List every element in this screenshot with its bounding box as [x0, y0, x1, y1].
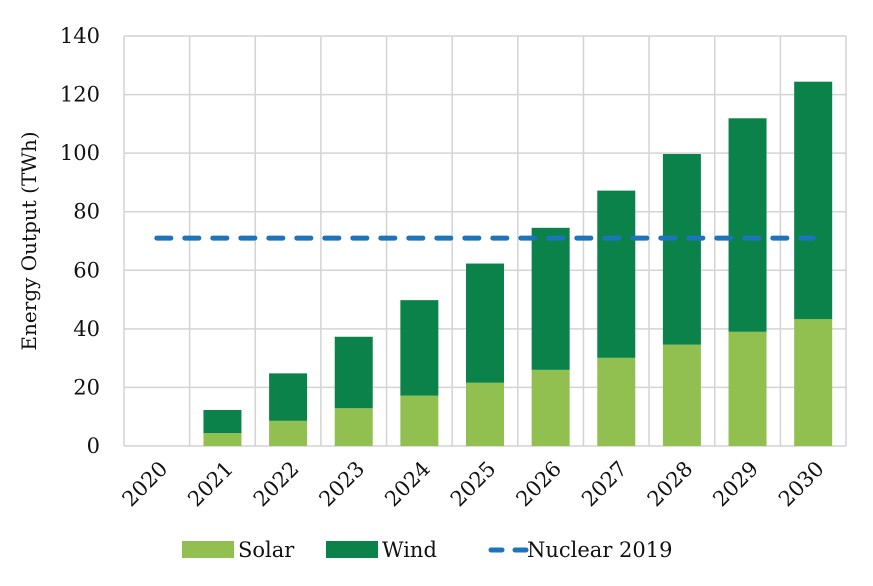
- y-tick-label: 40: [73, 317, 100, 341]
- legend-label-solar: Solar: [238, 538, 295, 562]
- bar-wind-2028: [662, 154, 701, 345]
- y-tick-label: 80: [73, 200, 100, 224]
- x-tick-label: 2027: [577, 457, 632, 512]
- y-tick-label: 140: [60, 24, 100, 48]
- legend-swatch-wind: [326, 541, 378, 558]
- x-tick-label: 2022: [249, 457, 304, 512]
- bars: [203, 81, 833, 446]
- legend-label-nuclear: Nuclear 2019: [527, 538, 672, 562]
- bar-solar-2030: [794, 319, 833, 446]
- bar-solar-2026: [531, 369, 570, 446]
- bar-wind-2029: [728, 118, 767, 332]
- x-tick-label: 2020: [118, 457, 173, 512]
- legend: Solar Wind Nuclear 2019: [182, 538, 672, 562]
- x-tick-label: 2025: [446, 457, 501, 512]
- y-tick-label: 120: [60, 83, 100, 107]
- y-tick-label: 100: [60, 141, 100, 165]
- y-tick-label: 20: [73, 375, 100, 399]
- bar-solar-2022: [269, 420, 308, 446]
- x-tick-label: 2021: [183, 457, 238, 512]
- bar-wind-2027: [597, 190, 636, 358]
- bar-solar-2023: [334, 408, 373, 446]
- bar-wind-2024: [400, 300, 439, 396]
- bar-wind-2026: [531, 227, 570, 370]
- gridlines: [123, 35, 847, 447]
- y-axis-title: Energy Output (TWh): [17, 131, 41, 350]
- legend-swatch-solar: [182, 541, 234, 558]
- x-tick-label: 2030: [774, 457, 829, 512]
- bar-wind-2021: [203, 409, 242, 434]
- x-tick-label: 2029: [708, 457, 763, 512]
- bar-solar-2024: [400, 395, 439, 446]
- bar-wind-2023: [334, 336, 373, 409]
- bar-solar-2029: [728, 331, 767, 446]
- x-tick-label: 2028: [643, 457, 698, 512]
- x-tick-label: 2026: [511, 457, 566, 512]
- bar-solar-2021: [203, 433, 242, 446]
- x-tick-label: 2024: [380, 457, 435, 512]
- x-axis-ticks: 2020 2021 2022 2023 2024 2025 2026 2027 2028 2029…: [118, 457, 829, 512]
- bar-solar-2028: [662, 344, 701, 446]
- y-tick-label: 60: [73, 258, 100, 282]
- y-axis-ticks: 0 20 40 60 80 100 120 140: [60, 24, 100, 458]
- bar-wind-2022: [269, 373, 308, 421]
- y-tick-label: 0: [87, 434, 100, 458]
- bar-solar-2025: [466, 382, 504, 446]
- legend-label-wind: Wind: [382, 538, 437, 562]
- bar-wind-2030: [794, 81, 833, 320]
- bar-solar-2027: [597, 357, 636, 446]
- bar-wind-2025: [466, 263, 504, 383]
- x-tick-label: 2023: [314, 457, 369, 512]
